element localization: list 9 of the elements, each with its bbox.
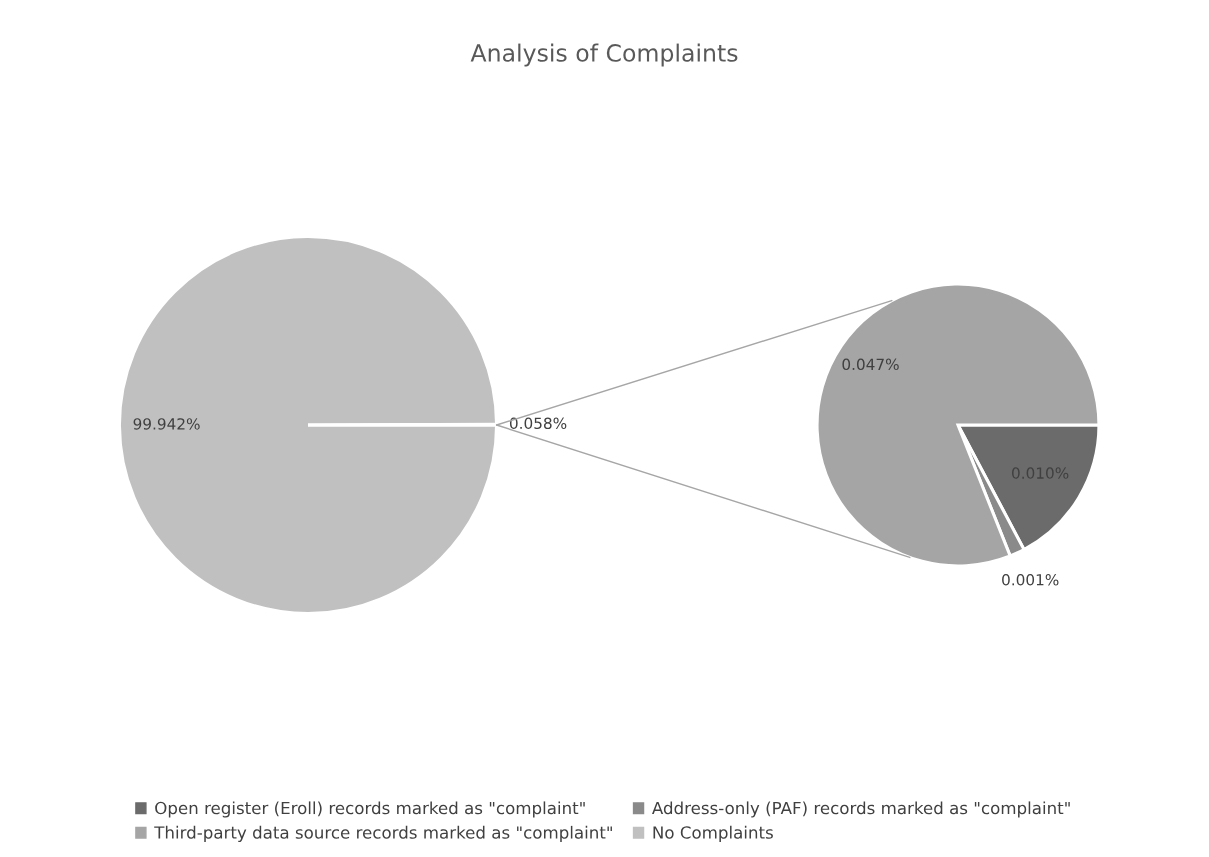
data-label: 0.047% <box>842 358 899 371</box>
legend-label: Address-only (PAF) records marked as "complaint" <box>652 801 1070 818</box>
legend-label: No Complaints <box>653 825 773 842</box>
data-label: 0.001% <box>1002 573 1059 586</box>
chart-title: Analysis of Complaints <box>470 43 738 67</box>
legend-label: Third-party data source records marked as "complaint" <box>154 825 612 842</box>
data-label: 99.942% <box>133 418 200 430</box>
legend-label: Open register (Eroll) records marked as "complaint" <box>155 801 585 818</box>
data-label: 0.058% <box>509 417 567 430</box>
